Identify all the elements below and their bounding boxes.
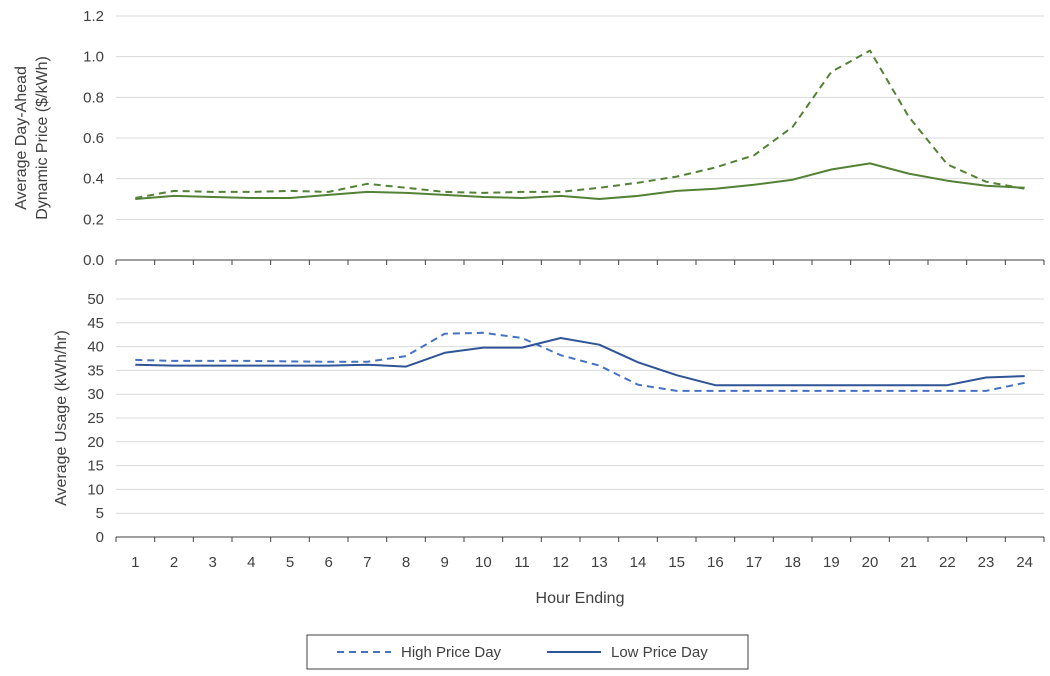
legend-label: High Price Day bbox=[401, 644, 502, 661]
usage-xtick-label: 17 bbox=[746, 554, 763, 571]
usage-xtick-label: 14 bbox=[630, 554, 647, 571]
usage-ytick-label: 45 bbox=[87, 315, 104, 332]
price-ytick-label: 0.0 bbox=[83, 252, 104, 269]
usage-xtick-label: 20 bbox=[862, 554, 879, 571]
usage-ytick-label: 25 bbox=[87, 410, 104, 427]
usage-xtick-label: 15 bbox=[668, 554, 685, 571]
usage-xtick-label: 2 bbox=[170, 554, 178, 571]
usage-xtick-label: 8 bbox=[402, 554, 410, 571]
price-ytick-label: 0.6 bbox=[83, 130, 104, 147]
usage-xtick-label: 3 bbox=[208, 554, 216, 571]
usage-ytick-label: 15 bbox=[87, 458, 104, 475]
price-ylabel-line: Average Day-Ahead bbox=[13, 66, 30, 210]
price-ytick-label: 1.2 bbox=[83, 8, 104, 25]
legend: High Price Day Low Price Day bbox=[306, 634, 749, 670]
usage-ytick-label: 0 bbox=[96, 529, 104, 546]
price-chart: 0.0 0.2 0.4 0.6 0.8 1.0 1.2 Average Day-Ahead Dy… bbox=[13, 8, 1045, 269]
price-ylabel-line: Dynamic Price ($/kWh) bbox=[34, 56, 51, 220]
usage-ylabel: Average Usage (kWh/hr) bbox=[53, 330, 70, 506]
usage-ytick-label: 40 bbox=[87, 339, 104, 356]
price-ylabel: Average Day-Ahead Dynamic Price ($/kWh) bbox=[13, 56, 51, 220]
usage-series-low-line bbox=[135, 337, 1025, 387]
usage-ytick-label: 30 bbox=[87, 386, 104, 403]
usage-xlabel: Hour Ending bbox=[536, 590, 625, 607]
price-ytick-label: 1.0 bbox=[83, 49, 104, 66]
usage-xtick-label: 9 bbox=[440, 554, 448, 571]
usage-ytick-label: 5 bbox=[96, 505, 104, 522]
usage-xtick-label: 16 bbox=[707, 554, 724, 571]
usage-ytick-label: 10 bbox=[87, 481, 104, 498]
usage-xtick-label: 10 bbox=[475, 554, 492, 571]
legend-label: Low Price Day bbox=[611, 644, 708, 661]
price-series-high-line bbox=[135, 49, 1025, 199]
usage-xtick-label: 19 bbox=[823, 554, 840, 571]
usage-xtick-label: 23 bbox=[978, 554, 995, 571]
usage-series-high-line bbox=[135, 331, 1025, 392]
usage-xtick-label: 12 bbox=[552, 554, 569, 571]
price-series-low-line bbox=[135, 162, 1025, 200]
usage-xtick-label: 4 bbox=[247, 554, 255, 571]
legend-box bbox=[306, 634, 749, 670]
usage-xtick-label: 6 bbox=[324, 554, 332, 571]
usage-xtick-label: 18 bbox=[784, 554, 801, 571]
usage-xtick-label: 11 bbox=[514, 554, 530, 571]
usage-xtick-label: 1 bbox=[131, 554, 139, 571]
usage-xtick-label: 13 bbox=[591, 554, 608, 571]
usage-xtick-label: 21 bbox=[900, 554, 917, 571]
usage-xtick-label: 24 bbox=[1016, 554, 1033, 571]
usage-xtick-label: 5 bbox=[286, 554, 294, 571]
usage-ytick-label: 20 bbox=[87, 434, 104, 451]
price-ytick-label: 0.8 bbox=[83, 89, 104, 106]
usage-xtick-label: 7 bbox=[363, 554, 371, 571]
usage-ytick-label: 35 bbox=[87, 362, 104, 379]
usage-ytick-label: 50 bbox=[87, 291, 104, 308]
usage-xtick-label: 22 bbox=[939, 554, 956, 571]
price-ytick-label: 0.2 bbox=[83, 211, 104, 228]
price-ytick-label: 0.4 bbox=[83, 171, 104, 188]
